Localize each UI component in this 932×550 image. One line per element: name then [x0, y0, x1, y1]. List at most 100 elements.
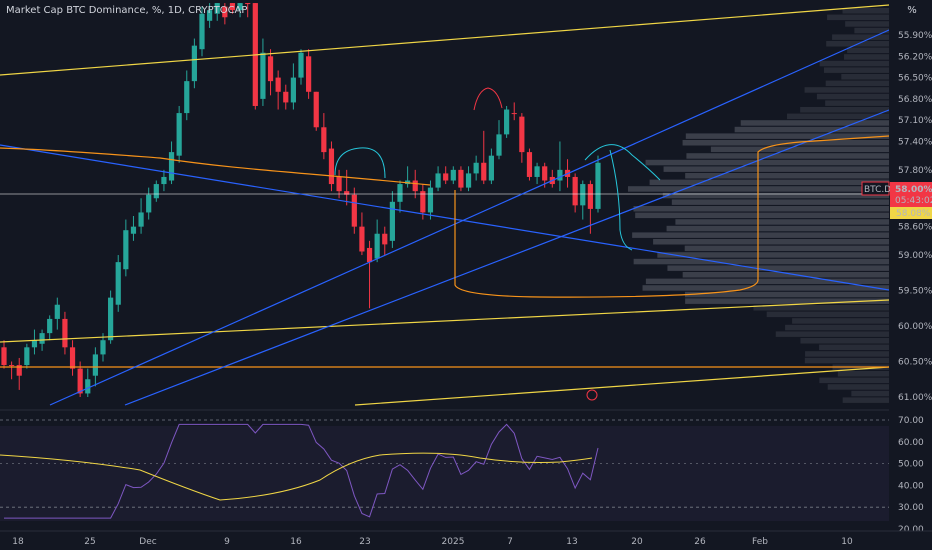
price-tick-label: 60.50%	[898, 358, 932, 368]
volume-bar	[825, 100, 889, 106]
volume-bar	[685, 133, 889, 139]
candle-body	[435, 173, 441, 188]
candle-body	[245, 3, 251, 5]
time-axis[interactable]: 18 25 Dec 9 16 23 2025 7 13 20 26 Feb 10	[0, 530, 932, 550]
rsi-tick-label: 60.00	[898, 438, 924, 448]
candle-body	[69, 347, 76, 369]
rsi-tick-label: 20.00	[898, 525, 924, 535]
candle-body	[488, 155, 494, 181]
candle-body	[306, 56, 312, 92]
volume-bar	[753, 305, 889, 311]
trendline-mid	[0, 299, 890, 343]
price-pane[interactable]	[0, 0, 890, 411]
volume-bar	[685, 173, 889, 179]
volume-bar	[645, 278, 889, 285]
volume-bar	[842, 8, 889, 14]
time-tick-label: 16	[290, 537, 302, 547]
candle-body	[176, 113, 182, 156]
candle-body	[496, 134, 502, 156]
rsi-tick-label: 40.00	[898, 481, 924, 491]
volume-bar	[635, 212, 889, 219]
volume-bar	[804, 357, 889, 364]
candle-body	[298, 52, 304, 78]
volume-bar	[823, 67, 889, 73]
volume-bar	[827, 384, 889, 390]
candle-body	[504, 109, 510, 135]
moving-average	[0, 147, 431, 186]
candle-body	[9, 365, 15, 367]
volume-bar	[682, 272, 889, 278]
candle-body	[382, 233, 388, 245]
volume-bar	[842, 397, 889, 403]
volume-bar	[685, 298, 889, 304]
volume-bar	[805, 351, 889, 357]
candle-body	[374, 233, 380, 259]
volume-bar	[832, 34, 889, 40]
price-tick-label: 56.20%	[898, 52, 932, 62]
candle-body	[115, 262, 121, 305]
candle-body	[260, 52, 266, 99]
candle-body	[123, 230, 129, 270]
rsi-pane[interactable]	[0, 416, 889, 531]
time-tick-label: 13	[566, 537, 577, 547]
candle-body	[1, 347, 7, 366]
volume-bar	[657, 252, 889, 258]
volume-bar	[841, 74, 889, 80]
price-tick-label: 56.80%	[898, 95, 932, 105]
candle-body	[465, 173, 472, 188]
volume-bar	[671, 199, 889, 205]
time-tick-label: 18	[12, 537, 24, 547]
trendline-blue-up2	[124, 109, 890, 406]
volume-bar	[844, 54, 889, 60]
volume-bar	[642, 285, 889, 291]
candle-body	[191, 45, 197, 82]
price-tag-value: 58.00%	[895, 185, 932, 195]
candle-body	[526, 152, 533, 177]
time-tick-label: Dec	[139, 537, 156, 547]
volume-bar	[792, 318, 889, 324]
candle-body	[572, 176, 578, 206]
axis-unit: %	[907, 5, 917, 16]
time-tick-label: 7	[507, 537, 513, 547]
ma-tag-value: 58.08%	[896, 209, 931, 219]
candle-body	[153, 184, 159, 199]
candle-body	[580, 184, 586, 206]
candle-body	[450, 169, 456, 181]
price-axis-background	[889, 0, 932, 550]
rsi-band	[0, 426, 889, 521]
candle-body	[39, 333, 45, 344]
candle-body	[237, 3, 243, 11]
candle-body	[77, 368, 83, 394]
price-tag	[890, 182, 932, 208]
symbol-tag	[861, 181, 890, 196]
candle-body	[557, 169, 563, 181]
candle-body	[168, 152, 175, 181]
drawings	[0, 4, 890, 406]
volume-bar	[684, 245, 889, 252]
volume-bar	[740, 120, 889, 126]
candle-body	[511, 113, 517, 115]
volume-bar	[819, 377, 889, 384]
candle-body	[161, 176, 167, 185]
volume-bar	[633, 206, 889, 212]
candle-body	[542, 166, 548, 181]
price-tick-label: 60.00%	[898, 322, 932, 332]
candle-body	[138, 212, 144, 227]
candle-body	[146, 194, 152, 213]
volume-bar	[662, 192, 889, 199]
price-axis[interactable]: 55.90% 56.20% 56.50% 56.80% 57.10% 57.40% 57.8…	[861, 0, 932, 550]
candle-body	[443, 173, 449, 181]
time-tick-label: 10	[841, 537, 853, 547]
candle-body	[427, 187, 434, 213]
volume-bar	[663, 166, 889, 172]
candle-body	[267, 56, 274, 82]
time-axis-background	[0, 531, 932, 550]
volume-bar	[825, 80, 889, 87]
candle-body	[359, 226, 365, 252]
time-tick-label: Feb	[752, 537, 768, 547]
volume-bar	[800, 107, 889, 113]
rsi-tick-label: 30.00	[898, 503, 924, 513]
price-tick-label: 59.00%	[898, 251, 932, 261]
volume-bar	[645, 159, 889, 166]
